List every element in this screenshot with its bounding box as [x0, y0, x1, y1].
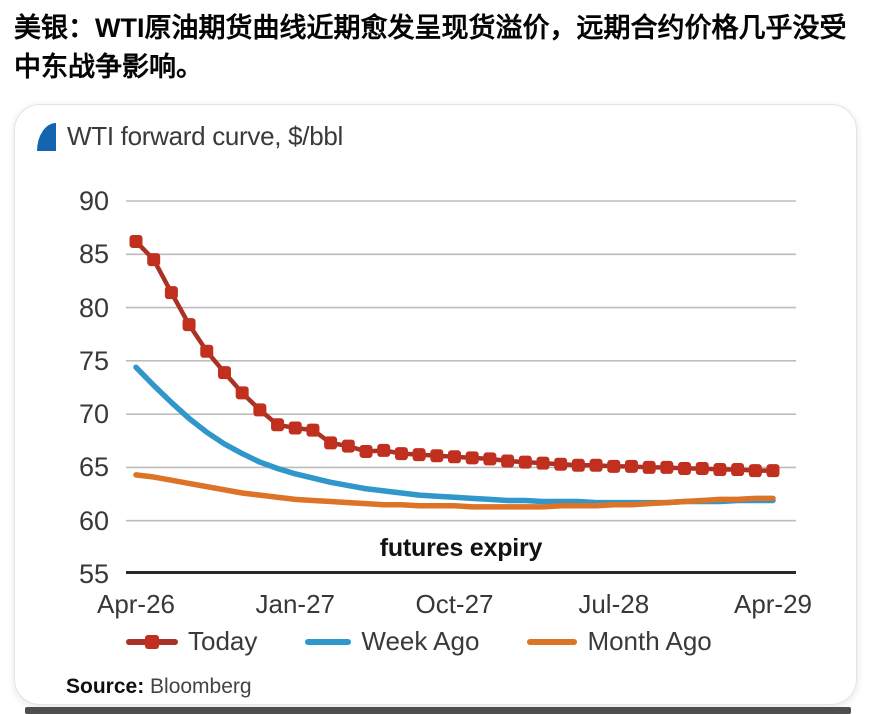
today-marker — [660, 460, 674, 474]
today-marker — [448, 450, 461, 464]
plot-area — [126, 200, 796, 574]
today-marker — [359, 444, 373, 458]
today-marker — [678, 461, 692, 475]
x-axis-label-apr-26: Apr-26 — [96, 589, 176, 619]
today-marker — [624, 459, 638, 473]
x-axis-title: futures expiry — [379, 534, 543, 562]
today-marker — [253, 403, 267, 417]
today-marker — [430, 449, 444, 463]
today-marker — [324, 436, 338, 450]
legend-label-today: Today — [188, 626, 258, 656]
x-axis-label-jul-28: Jul-28 — [578, 589, 650, 619]
bottom-bar — [25, 707, 851, 714]
today-marker — [235, 386, 249, 400]
today-marker — [341, 439, 355, 453]
today-marker — [129, 234, 143, 248]
today-marker — [182, 318, 196, 332]
today-marker — [731, 463, 745, 477]
today-square-marker-icon — [145, 634, 159, 649]
legend-item-month-ago: Month Ago — [527, 626, 712, 657]
today-marker — [147, 253, 161, 267]
today-marker — [766, 464, 780, 478]
today-marker — [394, 447, 408, 461]
today-marker — [536, 456, 550, 470]
y-axis-label-70: 70 — [78, 399, 109, 430]
y-axis-label-65: 65 — [78, 452, 109, 483]
y-axis-label-80: 80 — [78, 292, 109, 323]
today-marker — [518, 455, 532, 469]
chart-card: WTI forward curve, $/bbl 90 85 80 75 70 65 60 5… — [14, 104, 857, 705]
today-marker — [589, 458, 603, 472]
legend-item-today: Today — [126, 626, 257, 657]
y-axis: 90 85 80 75 70 65 60 55 — [15, 186, 115, 589]
today-line-swatch-icon — [126, 634, 178, 649]
today-marker — [288, 421, 302, 435]
today-marker — [713, 463, 727, 477]
today-marker — [465, 451, 479, 465]
brand-flag-icon — [37, 123, 56, 151]
chart-header: WTI forward curve, $/bbl — [37, 121, 343, 152]
legend-label-month-ago: Month Ago — [587, 626, 712, 656]
today-marker — [217, 366, 231, 380]
legend-item-week-ago: Week Ago — [305, 626, 479, 657]
today-marker — [571, 458, 585, 472]
today-marker — [607, 459, 621, 473]
today-marker — [200, 344, 214, 358]
today-marker — [164, 286, 178, 300]
forward-curve-plot — [126, 200, 796, 574]
today-marker — [501, 454, 515, 468]
x-axis-label-apr-29: Apr-29 — [733, 589, 813, 619]
y-axis-label-85: 85 — [78, 239, 109, 270]
today-marker — [271, 418, 285, 432]
chart-title: WTI forward curve, $/bbl — [67, 121, 343, 151]
post-headline: 美银：WTI原油期货曲线近期愈发呈现货溢价，远期合约价格几乎没受中东战争影响。 — [14, 13, 847, 82]
series-line-month-ago — [133, 472, 776, 510]
today-marker — [748, 464, 762, 478]
legend: Today Week Ago Month Ago — [126, 626, 712, 657]
x-axis-label-jan-27: Jan-27 — [255, 589, 336, 619]
today-marker — [412, 448, 426, 462]
month-ago-line-swatch-icon — [527, 638, 578, 645]
y-axis-label-75: 75 — [78, 345, 109, 376]
series-line-week-ago — [133, 364, 776, 506]
today-marker — [695, 461, 709, 475]
today-marker — [483, 452, 497, 466]
week-ago-line-swatch-icon — [305, 638, 352, 645]
series-line-today — [133, 239, 776, 473]
y-axis-label-55: 55 — [78, 559, 109, 589]
today-marker — [642, 460, 656, 474]
legend-label-week-ago: Week Ago — [361, 626, 480, 656]
source-label: Source: — [66, 675, 145, 698]
y-axis-label-60: 60 — [78, 505, 109, 536]
today-marker — [306, 423, 320, 437]
x-axis-label-oct-27: Oct-27 — [415, 589, 494, 619]
source-row: Source: Bloomberg — [66, 675, 252, 699]
today-marker — [554, 457, 568, 471]
x-axis: Apr-26 Jan-27 Oct-27 Jul-28 Apr-29 — [97, 589, 812, 623]
y-axis-label-90: 90 — [78, 186, 109, 216]
today-marker — [377, 443, 391, 457]
source-value: Bloomberg — [150, 675, 252, 698]
